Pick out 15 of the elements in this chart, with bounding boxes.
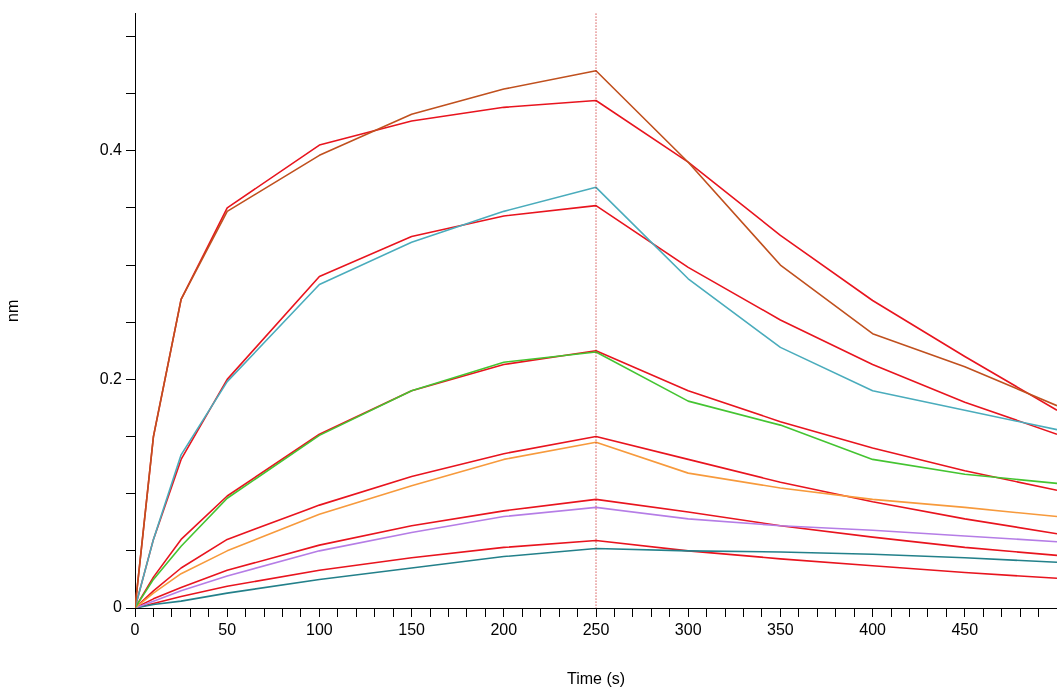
- x-tick-label: 250: [582, 621, 610, 639]
- x-tick-label: 400: [859, 621, 887, 639]
- x-tick-label: 0: [130, 621, 140, 639]
- y-tick-label: 0.2: [99, 369, 123, 387]
- x-tick-label: 100: [306, 621, 333, 639]
- x-tick-label: 200: [490, 621, 518, 639]
- x-tick-label: 300: [674, 621, 702, 639]
- x-tick-label: 450: [951, 621, 979, 639]
- x-tick-label: 50: [218, 621, 237, 639]
- x-tick-label: 350: [767, 621, 794, 639]
- x-tick-label: 150: [398, 621, 426, 639]
- y-tick-label: 0.4: [99, 141, 123, 159]
- y-tick-label: 0: [113, 598, 123, 616]
- x-axis-title: Time (s): [566, 669, 626, 687]
- y-axis-title: nm: [4, 299, 22, 322]
